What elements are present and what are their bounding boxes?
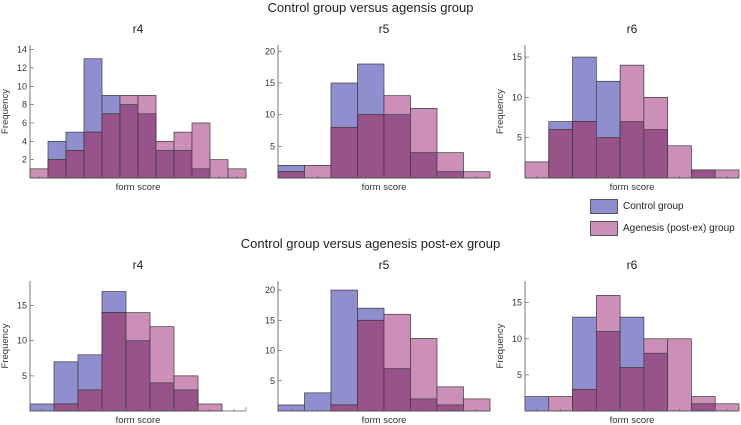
y-tick-label: 10 [265,110,275,120]
y-tick-label: 15 [265,78,275,88]
chart-title: r5 [379,22,390,36]
bar-overlap-4 [383,114,411,179]
bar-agenesis-6 [667,145,692,179]
legend-agenesis: Agenesis (post-ex) group [590,221,735,236]
chart-title: r6 [627,258,638,272]
y-tick-label: 15 [512,298,522,308]
bar-overlap-8 [173,150,193,179]
chart-title: r5 [379,258,390,272]
x-axis-label: form score [362,182,407,193]
bar-overlap-3 [101,312,127,412]
bar-overlap-3 [357,114,385,179]
bar-overlap-3 [595,331,621,412]
y-tick-label: 14 [17,45,27,55]
chart-title: r6 [627,22,638,36]
y-tick-label: 20 [265,46,275,56]
x-axis-label: form score [362,415,407,425]
legend-label-agenesis: Agenesis (post-ex) group [623,223,735,234]
bar-overlap-4 [125,340,151,412]
bar-overlap-2 [77,389,103,412]
bar-overlap-6 [137,113,157,179]
bar-agenesis-0 [524,161,550,179]
bar-overlap-2 [65,150,85,179]
x-axis-label: form score [116,415,161,425]
bar-agenesis-1 [548,396,573,412]
bar-overlap-1 [548,129,573,179]
bar-overlap-1 [47,159,67,179]
chart-top-middle: 5 10 15 20 r5 form score [265,22,491,193]
y-tick-label: 10 [265,346,275,356]
bar-overlap-4 [101,113,121,179]
legend-swatch-control [590,199,618,214]
top-row-title: Control group versus agensis group [267,0,474,15]
chart-bottom-right: 5 10 15 r6 form score Frequency [495,258,740,425]
bar-overlap-5 [410,152,438,179]
bar-control-1 [53,361,79,412]
y-tick-label: 15 [512,52,522,62]
chart-top-right: 5 10 15 r6 form score Frequency [495,22,740,193]
bottom-row-title: Control group versus agenesis post-ex gr… [240,236,501,251]
y-tick-label: 5 [22,371,27,381]
bar-overlap-5 [149,382,175,412]
bar-overlap-5 [119,104,139,179]
y-tick-label: 12 [17,63,27,73]
bar-overlap-7 [155,150,175,179]
y-tick-label: 5 [270,141,275,151]
chart-bottom-middle: 5 10 15 20 r5 form score [265,258,491,425]
bar-overlap-5 [643,352,669,412]
y-tick-label: 5 [270,376,275,386]
chart-top-left: 2 4 6 8 10 12 14 r4 form score Frequency [0,22,247,193]
chart-bottom-left: 5 10 15 r4 form score Frequency [0,258,247,425]
bar-control-2 [330,289,358,412]
chart-title: r4 [133,258,144,272]
bar-overlap-3 [357,319,385,412]
y-axis-label: Frequency [495,323,506,368]
y-tick-label: 15 [265,315,275,325]
x-axis-label: form score [610,182,655,193]
bar-control-0 [524,396,550,412]
bar-overlap-4 [619,367,645,412]
y-axis-label: Frequency [0,89,11,134]
y-tick-label: 5 [517,370,522,380]
y-tick-label: 20 [265,285,275,295]
legend-swatch-agenesis [590,221,618,236]
y-tick-label: 15 [17,301,27,311]
y-axis-label: Frequency [495,89,506,134]
bar-overlap-3 [595,137,621,179]
chart-title: r4 [133,22,144,36]
legend-label-control: Control group [623,201,684,212]
bar-control-1 [304,392,332,412]
bar-overlap-4 [619,121,645,179]
bar-agenesis-6 [667,338,692,412]
y-axis-label: Frequency [0,323,11,368]
bar-overlap-2 [572,388,597,412]
bar-overlap-2 [572,121,597,179]
y-tick-label: 10 [512,92,522,102]
y-tick-label: 10 [512,334,522,344]
bar-overlap-2 [330,126,358,179]
y-tick-label: 10 [17,336,27,346]
y-tick-label: 10 [17,81,27,91]
y-tick-label: 2 [22,155,27,165]
legend-control: Control group [590,199,684,214]
bar-overlap-3 [83,131,103,179]
bar-overlap-6 [173,389,199,412]
bar-agenesis-10 [209,159,229,179]
y-tick-label: 4 [22,136,27,146]
bar-overlap-5 [643,129,669,179]
x-axis-label: form score [610,415,655,425]
x-axis-label: form score [116,182,161,193]
y-tick-label: 5 [517,133,522,143]
bar-overlap-4 [383,368,411,412]
y-tick-label: 6 [22,118,27,128]
y-tick-label: 8 [22,100,27,110]
